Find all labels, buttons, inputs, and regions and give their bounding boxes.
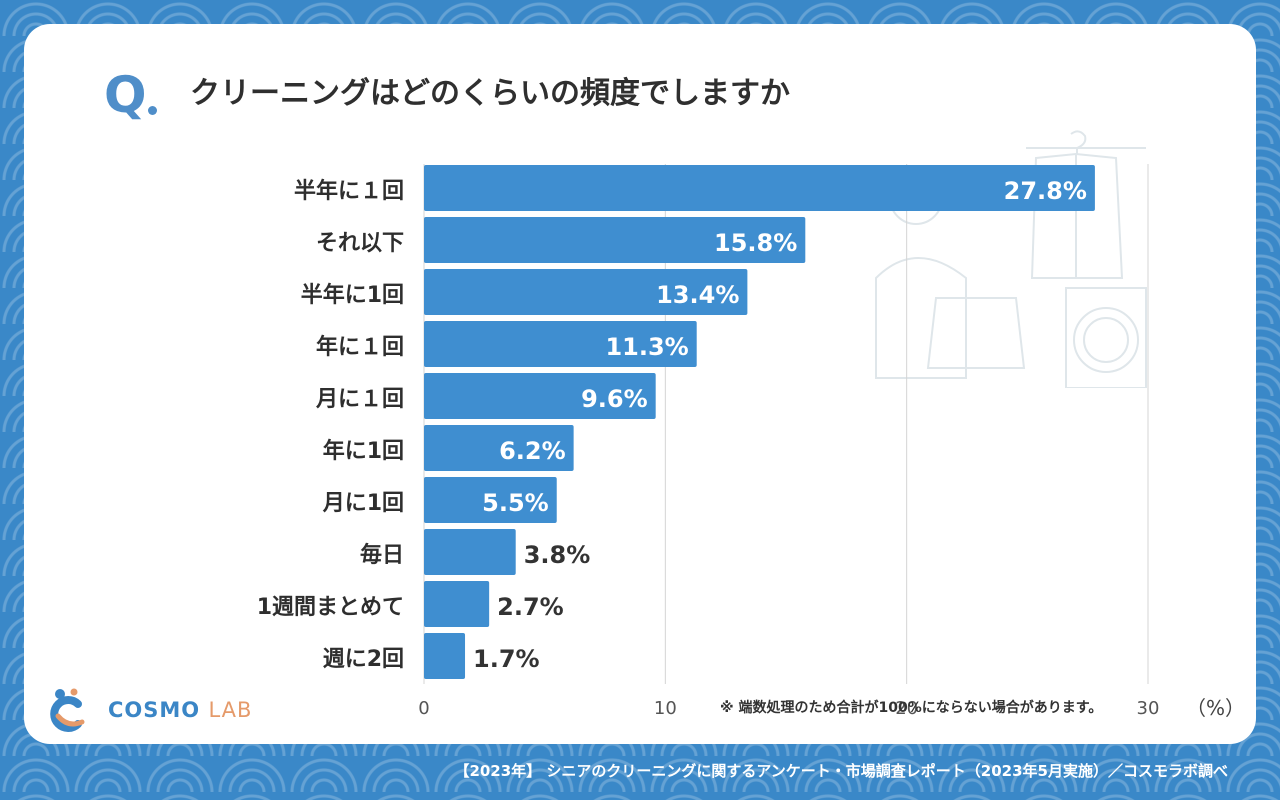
x-axis-unit: （%）	[1186, 696, 1246, 720]
bar	[424, 269, 748, 315]
question-mark: Q	[104, 66, 147, 124]
category-label: 年に１回	[316, 334, 404, 360]
category-label: 月に1回	[322, 491, 404, 516]
x-tick-label: 0	[418, 698, 429, 719]
logo-text: COSMO LAB	[108, 698, 252, 722]
value-label: 27.8%	[1004, 177, 1087, 205]
bar	[424, 529, 516, 575]
value-label: 6.2%	[499, 437, 566, 465]
bar	[424, 217, 806, 263]
category-label: 1週間まとめて	[257, 595, 404, 620]
x-tick-label: 30	[1137, 698, 1160, 719]
value-label: 13.4%	[656, 281, 739, 309]
bar	[424, 373, 656, 419]
category-label: 年に1回	[323, 438, 404, 464]
cosmo-lab-logo-icon	[50, 688, 85, 732]
bar	[424, 477, 557, 523]
value-label: 9.6%	[581, 385, 648, 413]
logo-brand: COSMO	[108, 698, 201, 722]
x-tick-label: 10	[654, 698, 677, 719]
value-label: 11.3%	[605, 333, 688, 361]
value-label: 3.8%	[524, 541, 591, 569]
value-label: 15.8%	[714, 229, 797, 257]
value-label: 1.7%	[473, 645, 540, 673]
bar	[424, 321, 697, 367]
footnote: ※ 端数処理のため合計が100%にならない場合があります。	[720, 700, 1103, 716]
source-caption: 【2023年】 シニアのクリーニングに関するアンケート・市場調査レポート（202…	[454, 762, 1228, 780]
category-label: 半年に１回	[294, 178, 404, 204]
category-label: 月に１回	[315, 387, 404, 412]
value-label: 5.5%	[482, 489, 549, 517]
logo-sub: LAB	[208, 698, 253, 722]
bar	[424, 425, 574, 471]
x-tick-label: 20	[895, 698, 918, 719]
category-label: 半年に1回	[301, 282, 404, 308]
chart-title: クリーニングはどのくらいの頻度でしますか	[190, 76, 790, 111]
category-label: 毎日	[360, 543, 404, 568]
bar	[424, 165, 1095, 211]
bar	[424, 633, 466, 679]
value-label: 2.7%	[497, 593, 564, 621]
category-label: それ以下	[316, 231, 404, 256]
question-mark-dot	[148, 106, 157, 115]
bar	[424, 581, 490, 627]
category-label: 週に2回	[323, 647, 404, 672]
